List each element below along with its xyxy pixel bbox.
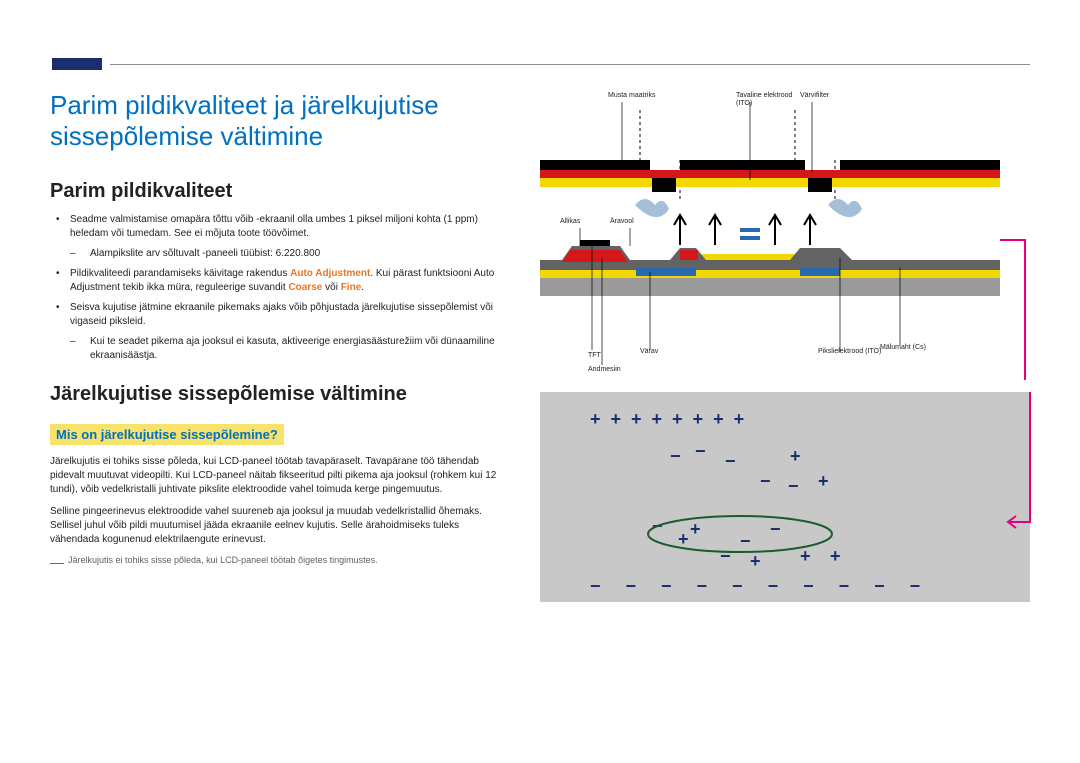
label-color-filter: Värvifilter: [800, 92, 829, 99]
dash-marker: ‒: [70, 335, 90, 363]
list-text: Seisva kujutise jätmine ekraanile pikema…: [70, 301, 510, 329]
list-item: • Pildikvaliteedi parandamiseks käivitag…: [50, 267, 510, 295]
page-title: Parim pildikvaliteet ja järelkujutise si…: [50, 90, 510, 152]
footnote-marker: ―: [50, 555, 68, 569]
bullet-marker: •: [50, 213, 70, 241]
list-text: Alampikslite arv sõltuvalt -paneeli tüüb…: [90, 247, 320, 261]
bullet-marker: •: [50, 267, 70, 295]
coarse-label: Coarse: [288, 282, 322, 293]
bullet-marker: •: [50, 301, 70, 329]
lcd-cross-section-diagram: Musta maatriks Tavaline elektrood (ITO) …: [540, 90, 1030, 380]
list-text: Seadme valmistamise omapära tõttu võib -…: [70, 213, 510, 241]
label-source: Allikas: [560, 218, 580, 225]
label-tft: TFT: [588, 352, 601, 359]
minus-symbol: −: [670, 447, 681, 465]
pink-connector: [1006, 392, 1036, 602]
section2-heading: Järelkujutise sissepõlemise vältimine: [50, 383, 510, 406]
header-accent: [52, 58, 102, 70]
plus-symbol: + + + + + + + +: [590, 410, 744, 428]
label-drain: Äravool: [610, 218, 634, 225]
main-content: Parim pildikvaliteet ja järelkujutise si…: [50, 90, 1030, 602]
minus-symbol: −: [725, 452, 736, 470]
list-item: • Seisva kujutise jätmine ekraanile pike…: [50, 301, 510, 329]
minus-row: − − − − − − − − − −: [590, 577, 930, 595]
plus-symbol: +: [790, 447, 801, 465]
diagram1-svg: [540, 90, 1030, 380]
label-pixel-electrode: Pikslielektrood (ITO): [818, 348, 888, 356]
auto-adjustment-label: Auto Adjustment: [290, 268, 370, 279]
highlighted-subheading: Mis on järelkujutise sissepõlemine?: [50, 424, 284, 445]
fine-label: Fine: [341, 282, 362, 293]
list-item: • Seadme valmistamise omapära tõttu võib…: [50, 213, 510, 241]
sub-list-item: ‒ Kui te seadet pikema aja jooksul ei ka…: [50, 335, 510, 363]
footnote: ― Järelkujutis ei tohiks sisse põleda, k…: [50, 555, 510, 569]
label-black-matrix: Musta maatriks: [608, 92, 655, 99]
minus-symbol: −: [760, 472, 771, 490]
charge-distribution-diagram: + + + + + + + + − − − + − − + − + + − − …: [540, 392, 1030, 602]
header-rule: [110, 64, 1030, 65]
paragraph: Järelkujutis ei tohiks sisse põleda, kui…: [50, 455, 510, 497]
label-storage-cap: Mälumaht (Cs): [880, 344, 926, 351]
section1-list: • Seadme valmistamise omapära tõttu võib…: [50, 213, 510, 363]
list-text: Kui te seadet pikema aja jooksul ei kasu…: [90, 335, 510, 363]
minus-symbol: −: [695, 442, 706, 460]
minus-symbol: −: [788, 477, 799, 495]
sub-list-item: ‒ Alampikslite arv sõltuvalt -paneeli tü…: [50, 247, 510, 261]
right-column: Musta maatriks Tavaline elektrood (ITO) …: [540, 90, 1030, 602]
ellipse-highlight: [645, 514, 835, 554]
label-common-electrode: Tavaline elektrood (ITO): [736, 92, 796, 107]
section2: Järelkujutise sissepõlemise vältimine Mi…: [50, 383, 510, 569]
plus-symbol: +: [818, 472, 829, 490]
left-column: Parim pildikvaliteet ja järelkujutise si…: [50, 90, 510, 602]
label-data-bus: Andmesiin: [588, 366, 621, 373]
list-text: Pildikvaliteedi parandamiseks käivitage …: [70, 267, 510, 295]
label-gate: Värav: [640, 348, 658, 355]
section1-heading: Parim pildikvaliteet: [50, 180, 510, 203]
footnote-text: Järelkujutis ei tohiks sisse põleda, kui…: [68, 555, 378, 569]
dash-marker: ‒: [70, 247, 90, 261]
plus-symbol: +: [750, 552, 761, 570]
paragraph: Selline pingeerinevus elektroodide vahel…: [50, 505, 510, 547]
